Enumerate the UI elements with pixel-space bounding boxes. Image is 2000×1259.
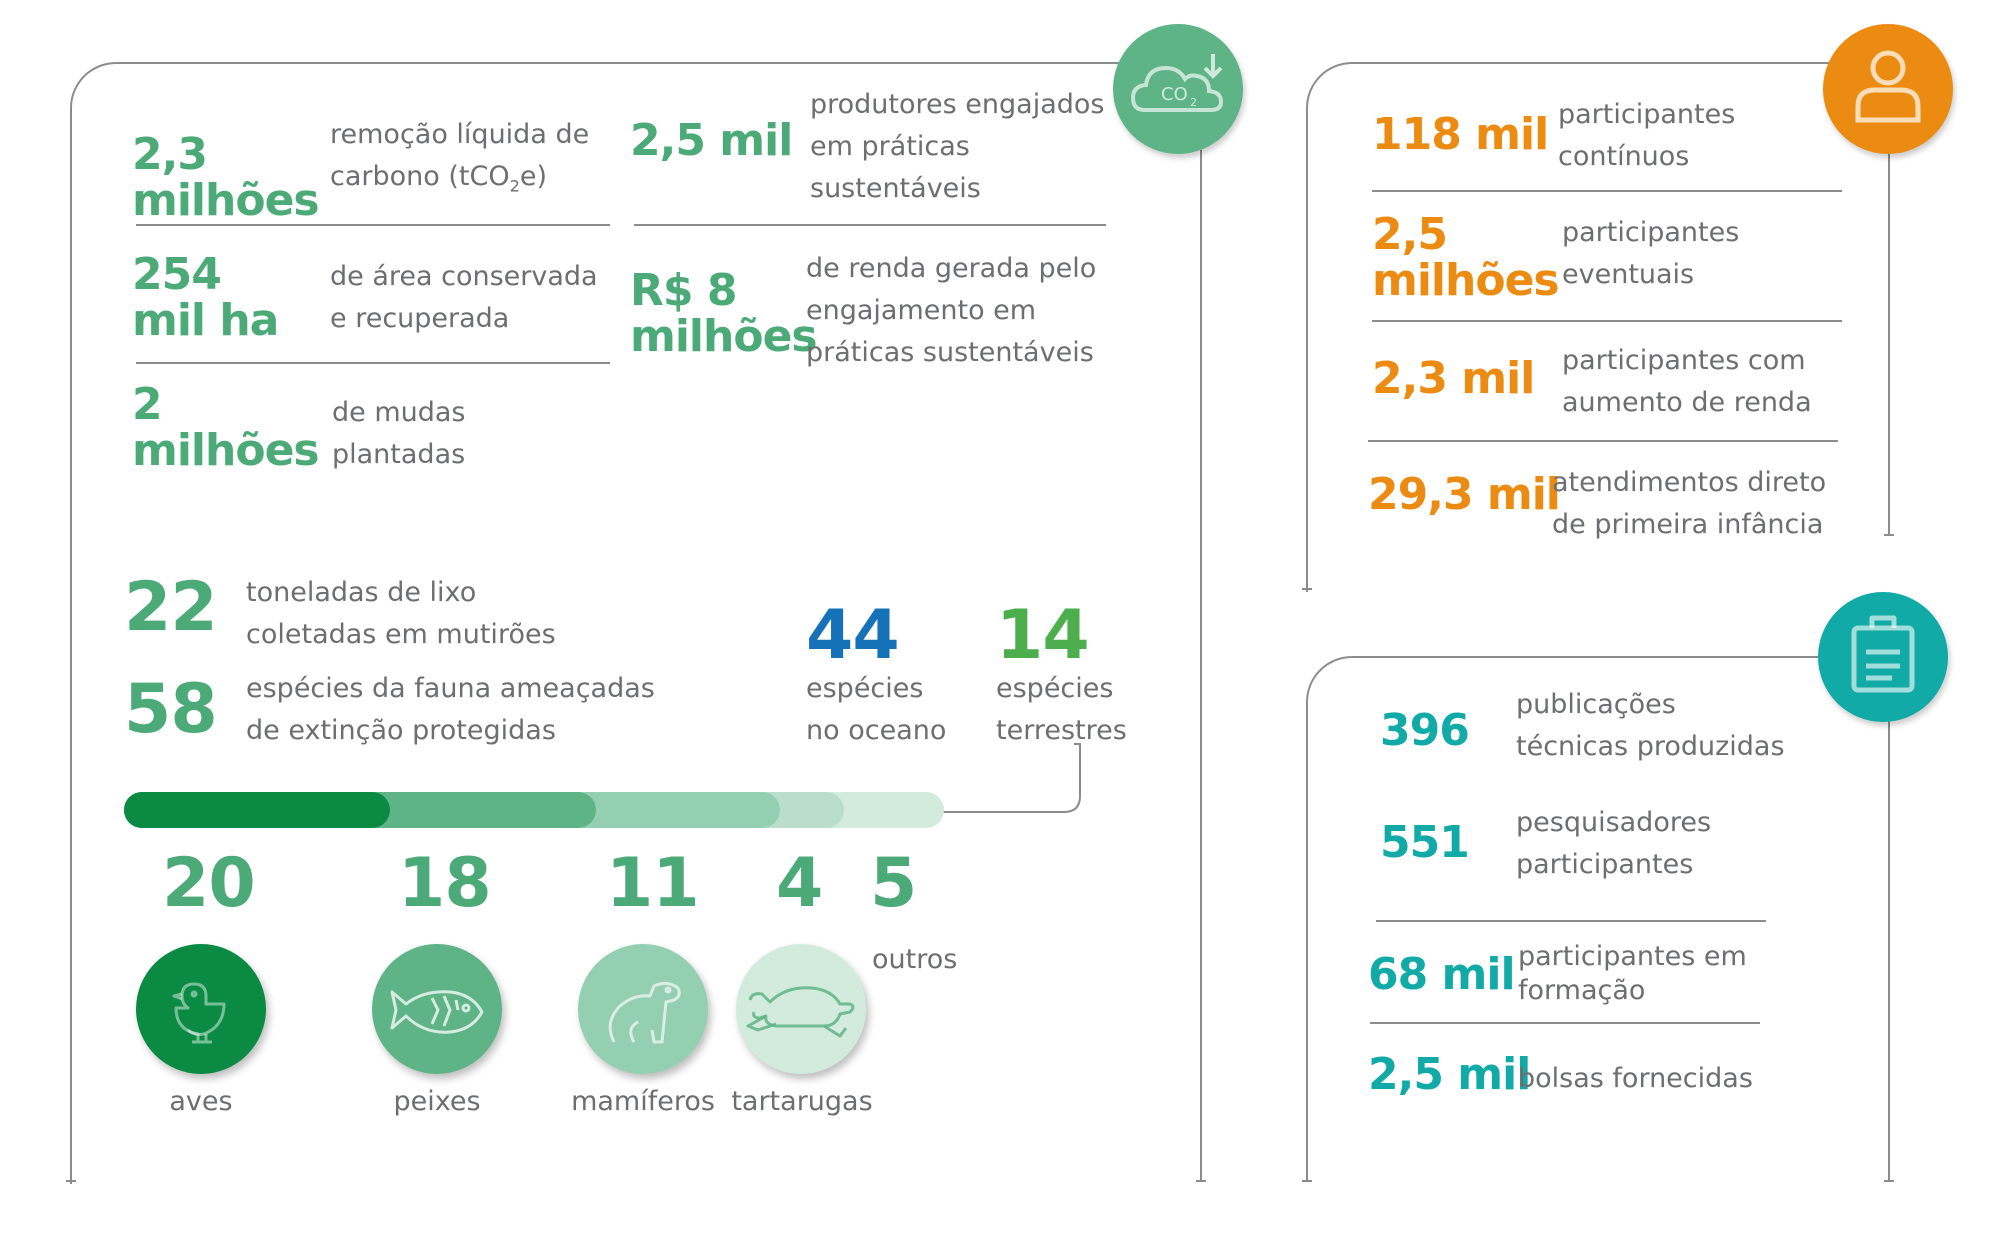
person-icon — [1823, 24, 1953, 154]
publications-value: 396 — [1380, 705, 1470, 756]
svg-text:2: 2 — [1190, 96, 1197, 109]
divider — [136, 224, 610, 226]
early-childhood-desc: atendimentos direto de primeira infância — [1552, 467, 1827, 540]
species-bar — [124, 792, 944, 828]
peixes-count: 18 — [398, 844, 492, 923]
social-panel-tick-right — [1884, 534, 1894, 536]
divider — [634, 224, 1106, 226]
knowledge-panel-tick-right — [1884, 1180, 1894, 1182]
environment-panel-frame — [70, 62, 1172, 1184]
divider — [1372, 320, 1842, 322]
bird-icon — [136, 944, 266, 1074]
peixes-label: peixes — [393, 1086, 481, 1117]
eventual-participants-desc: participantes eventuais — [1562, 217, 1740, 290]
social-panel-frame — [1306, 62, 1868, 592]
continuous-participants-value: 118 mil — [1372, 109, 1549, 160]
environment-panel-right-edge — [1200, 150, 1202, 1180]
tartarugas-count: 4 — [776, 844, 823, 923]
ocean-species-value: 44 — [806, 596, 900, 675]
eventual-participants-value: 2,5 milhões — [1372, 209, 1560, 307]
producers-desc: produtores engajados em práticas sustent… — [810, 89, 1105, 204]
seedlings-value: 2 milhões — [132, 379, 320, 477]
knowledge-panel-frame — [1306, 656, 1868, 1182]
land-species-desc: espécies terrestres — [996, 673, 1127, 746]
early-childhood-value: 29,3 mil — [1368, 469, 1561, 520]
scholarships-desc: bolsas fornecidas — [1518, 1063, 1753, 1094]
carbon-removal-value: 2,3 milhões — [132, 129, 320, 227]
co2-label: CO — [1161, 84, 1188, 105]
income-participants-value: 2,3 mil — [1372, 353, 1535, 404]
researchers-value: 551 — [1380, 817, 1470, 868]
co2-cloud-icon: CO 2 — [1113, 24, 1243, 154]
waste-desc: toneladas de lixo coletadas em mutirões — [246, 577, 556, 650]
carbon-removal-desc: remoção líquida de carbono (tCO2e) — [330, 119, 590, 196]
divider — [1372, 190, 1842, 192]
scholarships-value: 2,5 mil — [1368, 1049, 1531, 1100]
fauna-value: 58 — [124, 670, 218, 749]
clipboard-icon — [1818, 592, 1948, 722]
knowledge-panel-tick-left — [1302, 1180, 1312, 1182]
income-value: R$ 8 milhões — [630, 265, 818, 363]
divider — [1368, 440, 1838, 442]
income-participants-desc: participantes com aumento de renda — [1562, 345, 1812, 418]
ocean-species-desc: espécies no oceano — [806, 673, 947, 746]
social-panel-right-edge — [1888, 150, 1890, 536]
seedlings-desc: de mudas plantadas — [332, 397, 466, 470]
researchers-desc: pesquisadores participantes — [1516, 807, 1712, 880]
divider — [1370, 1022, 1760, 1024]
training-participants-value: 68 mil — [1368, 949, 1516, 1000]
fish-icon — [372, 944, 502, 1074]
divider — [1376, 920, 1766, 922]
capybara-icon — [578, 944, 708, 1074]
divider — [136, 362, 610, 364]
land-species-value: 14 — [996, 596, 1090, 675]
training-participants-desc: participantes em formação — [1518, 941, 1747, 1006]
knowledge-panel-right-edge — [1888, 720, 1890, 1180]
environment-panel-tick-left — [66, 1180, 76, 1182]
mamiferos-count: 11 — [606, 844, 700, 923]
aves-count: 20 — [162, 844, 256, 923]
bracket-connector — [940, 743, 1081, 813]
social-panel-tick-left — [1302, 588, 1312, 590]
outros-label: outros — [872, 944, 958, 975]
producers-value: 2,5 mil — [630, 115, 793, 166]
fauna-desc: espécies da fauna ameaçadas de extinção … — [246, 673, 655, 746]
area-conserved-value: 254 mil ha — [132, 249, 279, 347]
bar-segment-aves — [124, 792, 390, 828]
waste-value: 22 — [124, 568, 218, 647]
area-conserved-desc: de área conservada e recuperada — [330, 261, 598, 334]
mamiferos-label: mamíferos — [571, 1086, 715, 1117]
aves-label: aves — [169, 1086, 233, 1117]
publications-desc: publicações técnicas produzidas — [1516, 689, 1785, 762]
income-desc: de renda gerada pelo engajamento em prát… — [806, 253, 1097, 368]
continuous-participants-desc: participantes contínuos — [1558, 99, 1736, 172]
turtle-icon — [736, 944, 866, 1074]
environment-panel-tick-right — [1196, 1180, 1206, 1182]
outros-count: 5 — [870, 844, 917, 923]
tartarugas-label: tartarugas — [731, 1086, 873, 1117]
